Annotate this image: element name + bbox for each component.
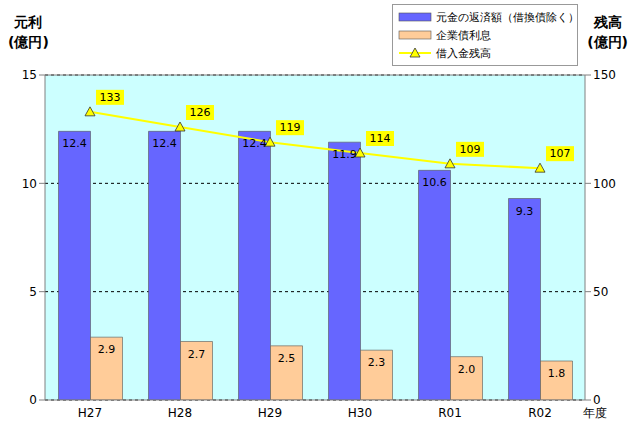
svg-text:15: 15 [22,68,37,82]
html-text:残高: 残高 [593,14,622,30]
html-text:借入金残高: 借入金残高 [436,46,491,60]
html-text:元利: 元利 [14,14,43,30]
html-text:元金の返済額（借換債除く）: 元金の返済額（借換債除く） [436,10,579,24]
svg-text:107: 107 [550,147,571,160]
html-text:年度: 年度 [583,406,607,420]
svg-text:109: 109 [460,143,481,156]
svg-text:114: 114 [370,132,391,145]
svg-text:133: 133 [100,91,121,104]
svg-text:H27: H27 [78,406,102,420]
svg-text:12.4: 12.4 [62,137,87,150]
svg-text:10.6: 10.6 [422,176,447,189]
svg-text:R02: R02 [528,406,552,420]
svg-text:0: 0 [29,393,37,407]
svg-text:126: 126 [190,106,211,119]
svg-text:2.7: 2.7 [188,348,206,361]
svg-text:0: 0 [593,393,601,407]
svg-text:150: 150 [593,68,616,82]
html-text:(億円): (億円) [8,34,49,50]
svg-text:100: 100 [593,177,616,191]
svg-text:9.3: 9.3 [516,205,534,218]
svg-text:2.0: 2.0 [458,363,476,376]
svg-text:10: 10 [22,177,37,191]
html-text:企業債利息: 企業債利息 [436,28,491,42]
svg-text:H30: H30 [348,406,372,420]
svg-text:2.9: 2.9 [98,343,116,356]
svg-text:12.4: 12.4 [242,137,267,150]
svg-text:119: 119 [280,121,301,134]
svg-text:12.4: 12.4 [152,137,177,150]
svg-text:R01: R01 [438,406,462,420]
html-text:(億円): (億円) [587,34,628,50]
svg-text:H29: H29 [258,406,282,420]
svg-text:5: 5 [29,285,37,299]
svg-text:H28: H28 [168,406,192,420]
svg-text:1.8: 1.8 [548,367,566,380]
svg-text:2.3: 2.3 [368,356,386,369]
svg-text:50: 50 [593,285,608,299]
svg-text:2.5: 2.5 [278,352,296,365]
svg-text:11.9: 11.9 [332,148,357,161]
